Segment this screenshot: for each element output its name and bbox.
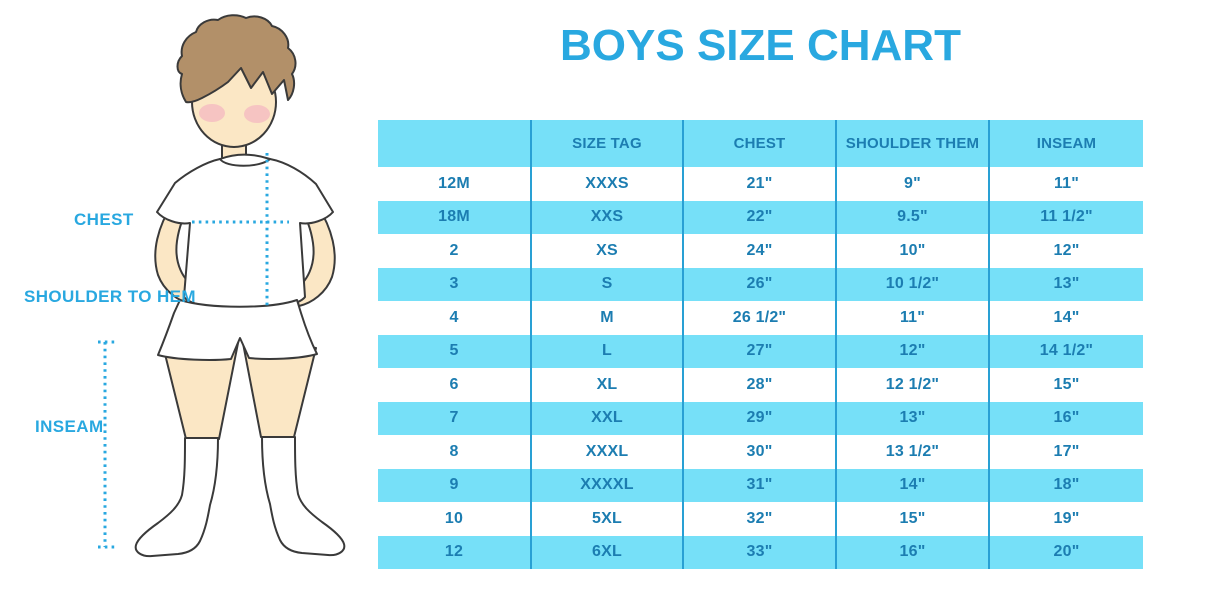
table-cell: XXXL bbox=[530, 435, 683, 469]
table-cell: 15" bbox=[835, 502, 989, 536]
table-cell: 5XL bbox=[530, 502, 683, 536]
table-header-row: SIZE TAG CHEST SHOULDER THEM INSEAM bbox=[378, 120, 1143, 167]
boy-right-sock bbox=[261, 436, 346, 557]
table-cell: 26" bbox=[682, 267, 836, 301]
table-cell: 12" bbox=[988, 234, 1143, 268]
table-cell: 21" bbox=[682, 167, 836, 201]
table-cell: 18" bbox=[988, 468, 1143, 502]
table-cell: 12 1/2" bbox=[835, 368, 989, 402]
size-table: SIZE TAG CHEST SHOULDER THEM INSEAM 12M XXXS 2… bbox=[378, 120, 1143, 569]
table-cell: 6XL bbox=[530, 535, 683, 569]
table-cell: 12 bbox=[378, 535, 531, 569]
table-row: 18M XXS 22" 9.5" 11 1/2" bbox=[378, 200, 1143, 234]
column-header: INSEAM bbox=[988, 120, 1143, 167]
table-cell: 22" bbox=[682, 200, 836, 234]
table-cell: 13 1/2" bbox=[835, 435, 989, 469]
table-row: 12 6XL 33" 16" 20" bbox=[378, 535, 1143, 569]
column-header: SHOULDER THEM bbox=[835, 120, 989, 167]
table-cell: 10" bbox=[835, 234, 989, 268]
table-cell: 33" bbox=[682, 535, 836, 569]
table-row: 12M XXXS 21" 9" 11" bbox=[378, 167, 1143, 201]
table-cell: 30" bbox=[682, 435, 836, 469]
page-title: BOYS SIZE CHART bbox=[560, 21, 961, 70]
table-cell: 9.5" bbox=[835, 200, 989, 234]
table-cell: 31" bbox=[682, 468, 836, 502]
table-cell: 13" bbox=[835, 401, 989, 435]
table-cell: XXS bbox=[530, 200, 683, 234]
column-header: CHEST bbox=[682, 120, 836, 167]
table-cell: 11" bbox=[835, 301, 989, 335]
table-row: 8 XXXL 30" 13 1/2" 17" bbox=[378, 435, 1143, 469]
table-cell: 11 1/2" bbox=[988, 200, 1143, 234]
table-cell: 5 bbox=[378, 334, 531, 368]
chest-label: CHEST bbox=[74, 210, 134, 229]
table-cell: M bbox=[530, 301, 683, 335]
table-cell: 28" bbox=[682, 368, 836, 402]
table-cell: 18M bbox=[378, 200, 531, 234]
table-cell: L bbox=[530, 334, 683, 368]
table-cell: 10 bbox=[444, 509, 464, 527]
table-cell: 8 bbox=[449, 442, 459, 460]
table-cell: 24" bbox=[682, 234, 836, 268]
table-cell: 10 1/2" bbox=[835, 267, 989, 301]
inseam-label: INSEAM bbox=[35, 417, 104, 436]
boy-blush-left bbox=[199, 104, 225, 122]
table-cell: 12" bbox=[835, 334, 989, 368]
boy-blush-right bbox=[244, 105, 270, 123]
table-cell: 15" bbox=[988, 368, 1143, 402]
table-cell: 9 bbox=[378, 468, 531, 502]
table-cell: XXXS bbox=[530, 167, 683, 201]
table-cell: 4 bbox=[449, 308, 459, 326]
table-cell: 32" bbox=[682, 502, 836, 536]
table-row: 2 XS 24" 10" 12" bbox=[378, 234, 1143, 268]
table-cell: 9" bbox=[835, 167, 989, 201]
table-row: 4 M 26 1/2" 11" 14" bbox=[378, 301, 1143, 335]
table-cell: 7 bbox=[378, 401, 531, 435]
table-cell: 14" bbox=[835, 468, 989, 502]
table-cell: 17" bbox=[988, 435, 1143, 469]
shoulder-to-hem-label: SHOULDER TO HEM bbox=[24, 287, 196, 306]
table-row: 5 L 27" 12" 14 1/2" bbox=[378, 334, 1143, 368]
table-row: 9 XXXXL 31" 14" 18" bbox=[378, 468, 1143, 502]
table-cell: 14 1/2" bbox=[988, 334, 1143, 368]
table-cell: XS bbox=[530, 234, 683, 268]
boy-shorts bbox=[157, 299, 318, 361]
table-row: 3 S 26" 10 1/2" 13" bbox=[378, 267, 1143, 301]
table-cell: 13" bbox=[988, 267, 1143, 301]
table-cell: XXXXL bbox=[530, 468, 683, 502]
table-cell: XL bbox=[530, 368, 683, 402]
table-cell: S bbox=[530, 267, 683, 301]
boy-illustration bbox=[98, 14, 346, 558]
table-cell: XXL bbox=[530, 401, 683, 435]
boy-left-sock bbox=[134, 437, 219, 558]
boy-hair bbox=[176, 14, 297, 104]
column-header bbox=[378, 120, 531, 167]
table-row: 10 5XL 32" 15" 19" bbox=[378, 502, 1143, 536]
table-cell: 16" bbox=[835, 535, 989, 569]
table-row: 7 XXL 29" 13" 16" bbox=[378, 401, 1143, 435]
table-cell: 2 bbox=[449, 241, 459, 259]
table-cell: 6 bbox=[449, 375, 459, 393]
table-cell: 14" bbox=[988, 301, 1143, 335]
table-row: 6 XL 28" 12 1/2" 15" bbox=[378, 368, 1143, 402]
table-cell: 19" bbox=[988, 502, 1143, 536]
table-cell: 29" bbox=[682, 401, 836, 435]
column-header: SIZE TAG bbox=[530, 120, 683, 167]
table-cell: 3 bbox=[378, 267, 531, 301]
table-cell: 16" bbox=[988, 401, 1143, 435]
table-cell: 26 1/2" bbox=[682, 301, 836, 335]
table-cell: 11" bbox=[988, 167, 1143, 201]
table-cell: 12M bbox=[438, 174, 470, 192]
table-cell: 20" bbox=[988, 535, 1143, 569]
table-cell: 27" bbox=[682, 334, 836, 368]
inseam-measure-line bbox=[98, 340, 118, 549]
